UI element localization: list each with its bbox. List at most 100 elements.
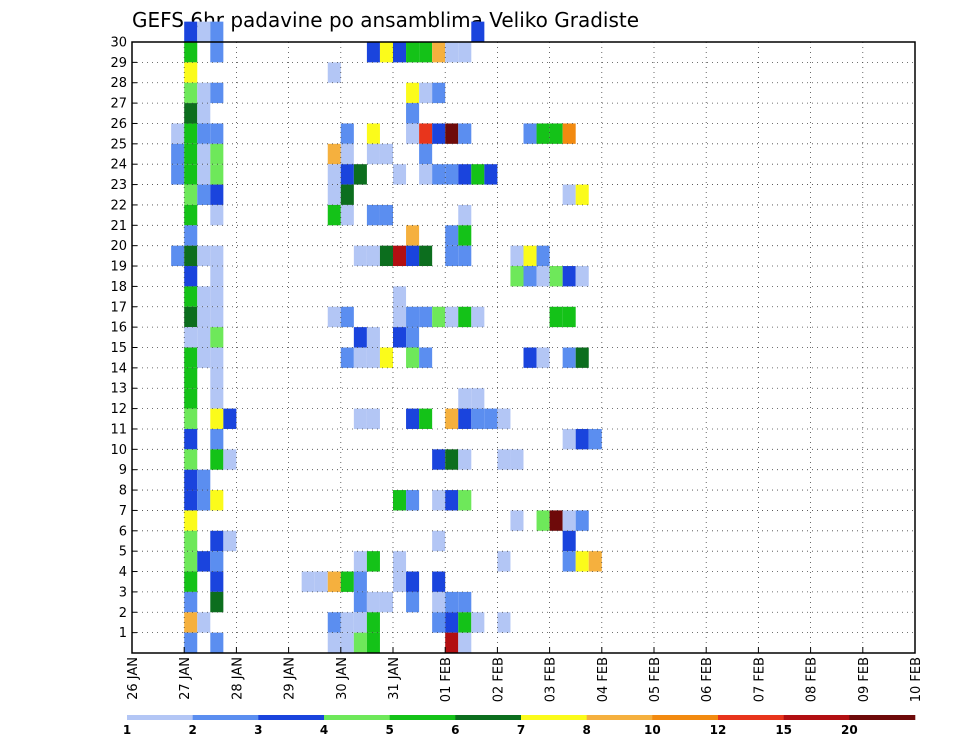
- heatmap-cell: [484, 164, 498, 185]
- heatmap-cell: [184, 42, 198, 63]
- heatmap-cell: [536, 347, 550, 368]
- heatmap-cell: [197, 469, 211, 491]
- heatmap-cell: [510, 449, 524, 470]
- heatmap-cell: [562, 347, 576, 368]
- heatmap-cell: [210, 42, 224, 63]
- heatmap-cell: [393, 490, 407, 511]
- heatmap-cell: [458, 490, 472, 511]
- y-tick-label: 24: [110, 158, 127, 173]
- heatmap-cell: [184, 469, 198, 491]
- y-tick-label: 19: [110, 260, 127, 275]
- heatmap-cell: [445, 306, 459, 328]
- heatmap-cell: [406, 591, 420, 613]
- heatmap-cell: [184, 306, 198, 328]
- heatmap-cell: [184, 612, 198, 633]
- heatmap-cell: [419, 408, 433, 429]
- heatmap-cell: [536, 245, 550, 267]
- heatmap-cell: [536, 123, 550, 144]
- heatmap-cell: [458, 164, 472, 185]
- heatmap-cell: [406, 225, 420, 246]
- heatmap-cell: [171, 123, 185, 144]
- y-tick-label: 8: [119, 484, 127, 499]
- heatmap-cell: [497, 551, 511, 572]
- heatmap-cell: [210, 408, 224, 429]
- heatmap-cell: [197, 143, 211, 165]
- heatmap-cell: [406, 306, 420, 328]
- heatmap-cell: [301, 571, 315, 592]
- heatmap-cell: [184, 62, 198, 83]
- y-tick-label: 9: [119, 463, 127, 478]
- heatmap-cell: [536, 510, 550, 531]
- heatmap-cell: [171, 245, 185, 267]
- x-tick-label: 28 JAN: [230, 657, 245, 700]
- colorbar-segment: [783, 715, 850, 720]
- heatmap-cell: [497, 449, 511, 470]
- heatmap-cell: [184, 632, 198, 653]
- heatmap-cell: [210, 327, 224, 348]
- heatmap-cell: [562, 428, 576, 450]
- x-tick-label: 09 FEB: [857, 657, 872, 702]
- heatmap-cell: [432, 530, 446, 552]
- heatmap-cell: [340, 612, 354, 633]
- heatmap-cell: [379, 591, 393, 613]
- x-tick-label: 29 JAN: [283, 657, 298, 700]
- heatmap-cell: [562, 266, 576, 287]
- heatmap-cell: [184, 510, 198, 531]
- heatmap-cell: [184, 449, 198, 470]
- heatmap-cell: [406, 82, 420, 104]
- heatmap-cell: [210, 571, 224, 592]
- heatmap-cell: [588, 551, 602, 572]
- heatmap-cell: [458, 449, 472, 470]
- y-tick-label: 5: [119, 545, 127, 560]
- heatmap-cell: [353, 245, 367, 267]
- heatmap-cell: [210, 82, 224, 104]
- heatmap-cell: [353, 591, 367, 613]
- heatmap-cell: [445, 490, 459, 511]
- colorbar-tick-label: 6: [451, 723, 459, 737]
- heatmap-cell: [549, 123, 563, 144]
- y-tick-label: 22: [110, 198, 127, 213]
- heatmap-cell: [366, 123, 380, 144]
- heatmap-cell: [210, 428, 224, 450]
- y-axis: 1234567891011121314151617181920212223242…: [110, 36, 137, 641]
- heatmap-cell: [184, 143, 198, 165]
- heatmap-cell: [366, 143, 380, 165]
- heatmap-cell: [340, 143, 354, 165]
- heatmap-cell: [406, 103, 420, 124]
- y-tick-label: 29: [110, 56, 127, 71]
- heatmap-cell: [549, 306, 563, 328]
- heatmap-cell: [184, 347, 198, 368]
- grid-lines: [132, 42, 915, 653]
- heatmap-cell: [340, 123, 354, 144]
- x-tick-label: 30 JAN: [335, 657, 350, 700]
- heatmap-cell: [393, 571, 407, 592]
- colorbar-tick-label: 20: [841, 723, 858, 737]
- heatmap-cell: [562, 184, 576, 205]
- heatmap-cell: [419, 245, 433, 267]
- heatmap-cell: [575, 428, 589, 450]
- heatmap-cell: [523, 266, 537, 287]
- x-tick-label: 01 FEB: [439, 657, 454, 702]
- y-tick-label: 1: [119, 626, 127, 641]
- heatmap-cell: [184, 327, 198, 348]
- heatmap-cell: [458, 225, 472, 246]
- heatmap-cell: [184, 164, 198, 185]
- heatmap-cell: [523, 347, 537, 368]
- heatmap-cell: [197, 184, 211, 205]
- heatmap-cell: [406, 123, 420, 144]
- y-tick-label: 20: [110, 239, 127, 254]
- heatmap-cell: [523, 245, 537, 267]
- heatmap-cell: [393, 286, 407, 307]
- heatmap-cell: [366, 551, 380, 572]
- y-tick-label: 23: [110, 178, 127, 193]
- heatmap-cell: [445, 123, 459, 144]
- heatmap-cell: [562, 123, 576, 144]
- colorbar: 1 2 3 4 5 6 7 8 10 12 15 20: [123, 715, 916, 737]
- heatmap-cell: [210, 449, 224, 470]
- heatmap-cell: [588, 428, 602, 450]
- y-tick-label: 11: [110, 422, 127, 437]
- colorbar-tick-label: 1: [123, 723, 131, 737]
- heatmap-cell: [184, 21, 198, 42]
- heatmap-cell: [210, 490, 224, 511]
